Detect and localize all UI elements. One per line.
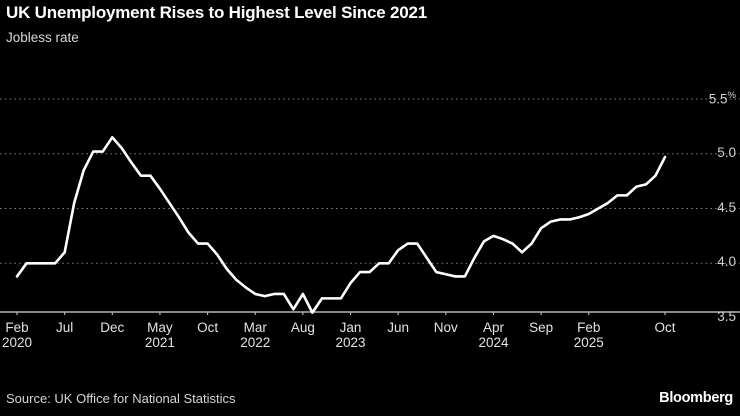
plot-area: 3.5 4.0 4.5 5.0 5.5% [0,60,740,324]
chart-subtitle: Jobless rate [6,30,79,45]
source-note: Source: UK Office for National Statistic… [6,391,236,406]
x-axis-tick-label: Apr 2024 [463,320,523,350]
x-axis-tick-label: Sep [511,320,571,335]
y-axis-tick-label: 3.5 [717,309,736,325]
x-axis-tick-label: Aug [273,320,333,335]
x-tick-month: Oct [197,320,219,335]
x-axis-tick-label: Jan 2023 [321,320,381,350]
x-axis-tick-label: Oct [178,320,238,335]
page-title: UK Unemployment Rises to Highest Level S… [6,3,428,22]
x-tick-year: 2022 [240,335,271,350]
x-axis-tick-label: Oct [635,320,695,335]
series-line-jobless-rate [15,136,667,314]
x-tick-month: Mar [243,320,267,335]
x-tick-month: Apr [482,320,504,335]
y-axis-tick-label: 4.0 [717,254,736,270]
x-tick-month: Sep [529,320,554,335]
x-axis-tick-label: Jun [368,320,428,335]
y-axis-tick-label: 5.5% [709,90,736,107]
x-tick-month: Oct [654,320,676,335]
x-axis-tick-label: Mar 2022 [225,320,285,350]
x-axis-tick-label: Jul [35,320,95,335]
x-axis-tick-label: Feb 2020 [0,320,47,350]
gridlines [0,98,740,264]
x-tick-year: 2020 [1,335,33,350]
x-tick-year: 2023 [335,335,366,350]
x-tick-year: 2025 [573,335,604,350]
x-tick-month: Aug [290,320,315,335]
line-chart-svg [0,98,740,315]
x-axis-ticks [16,312,666,315]
y-axis-tick-label: 4.5 [717,199,736,215]
x-tick-month: Dec [100,320,125,335]
x-tick-month: Nov [433,320,458,335]
x-axis-tick-label: Dec [82,320,142,335]
x-tick-month: Feb [5,320,29,335]
x-axis-tick-label: Feb 2025 [559,320,619,350]
y-axis-tick-label: 5.0 [717,144,736,160]
bloomberg-logo: Bloomberg [659,390,733,406]
x-tick-month: Jun [387,320,410,335]
x-tick-year: 2024 [478,335,509,350]
x-axis-tick-label: Nov [416,320,476,335]
x-tick-month: May [147,320,173,335]
y-tick-value: 5.5 [708,91,728,107]
x-tick-year: 2021 [144,335,175,350]
x-tick-month: Jan [339,320,362,335]
x-tick-month: Feb [577,320,601,335]
x-axis-tick-label: May 2021 [130,320,190,350]
x-tick-month: Jul [56,320,74,335]
x-axis-labels: Feb 2020 Jul Dec May 2021 Oct Mar 2022 Aug Jan 2023… [0,320,740,372]
percent-symbol: % [727,89,736,101]
